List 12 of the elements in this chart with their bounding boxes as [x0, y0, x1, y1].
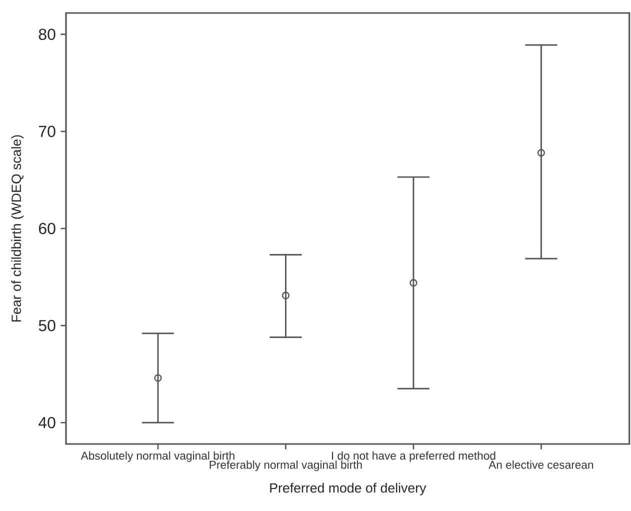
y-axis-title: Fear of childbirth (WDEQ scale)	[11, 135, 24, 322]
y-tick-label: 60	[38, 222, 56, 234]
y-tick-label: 50	[38, 320, 56, 332]
y-tick-label: 70	[38, 126, 56, 138]
x-tick-label: An elective cesarean	[488, 460, 594, 469]
x-tick-label: Preferably normal vaginal birth	[210, 460, 362, 472]
y-tick-label: 80	[38, 28, 56, 40]
x-axis-title: Preferred mode of delivery	[270, 482, 426, 496]
point	[410, 279, 418, 287]
y-tick-label: 40	[38, 416, 56, 428]
x-tick-label: I do not have a preferred method	[332, 451, 496, 462]
x-tick-label: Absolutely normal vaginal birth	[80, 451, 234, 462]
